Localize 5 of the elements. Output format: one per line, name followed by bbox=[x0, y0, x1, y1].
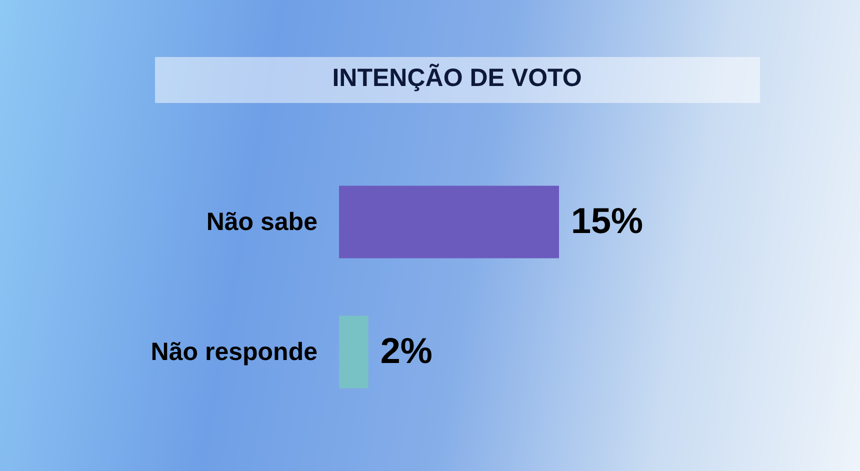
y-tick-label: Não sabe bbox=[206, 208, 318, 236]
chart-title: INTENÇÃO DE VOTO bbox=[332, 63, 582, 92]
data-label: 15% bbox=[571, 200, 644, 241]
data-label: 2% bbox=[380, 330, 432, 371]
y-tick-label: Não responde bbox=[150, 338, 318, 366]
